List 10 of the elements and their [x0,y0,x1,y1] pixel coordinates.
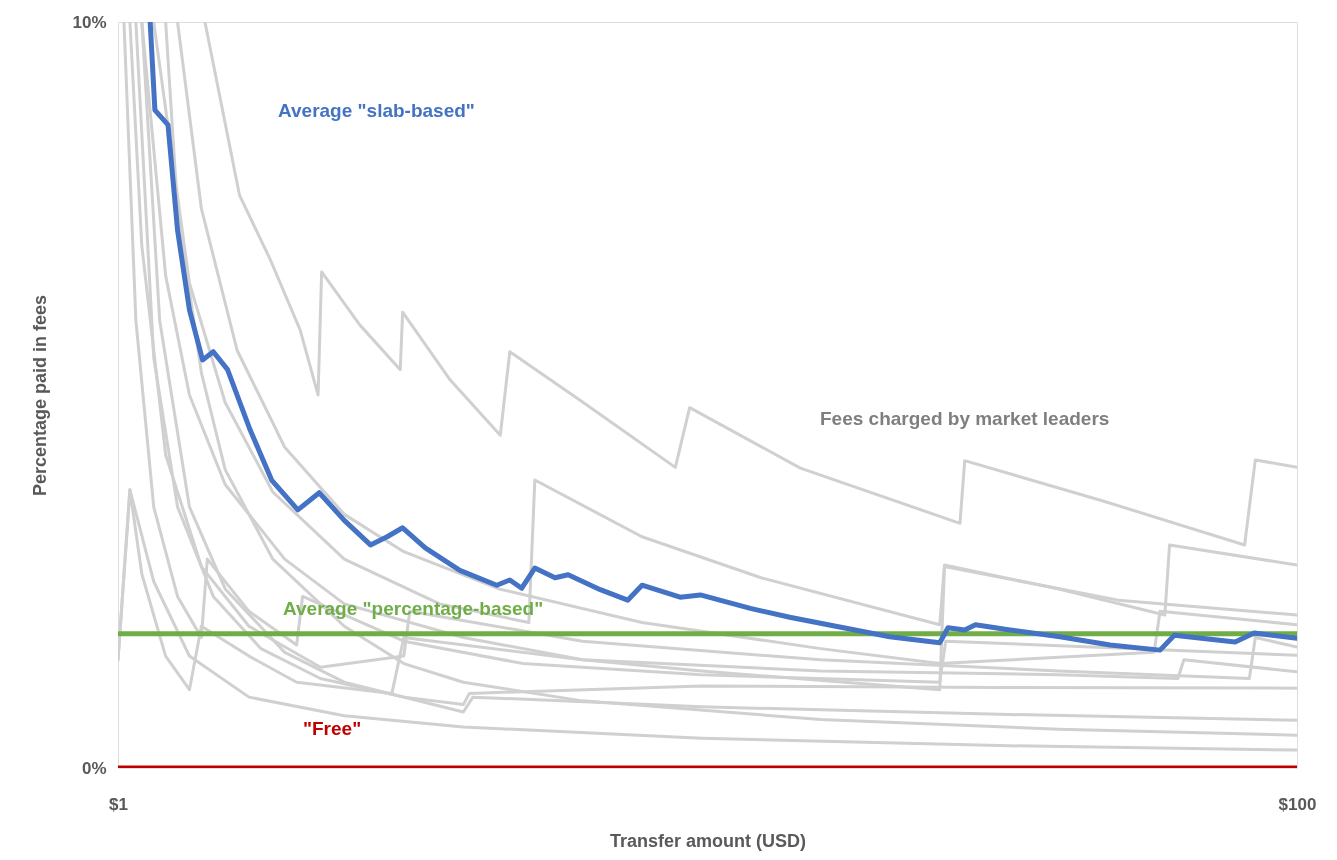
series-label: Average "percentage-based" [283,598,544,619]
x-tick-label: $100 [1278,794,1317,814]
y-tick-label: 0% [81,758,107,778]
text: Average "slab-based" [278,100,475,121]
annotation: Fees charged by market leaders [820,408,1110,429]
x-axis-title: Transfer amount (USD) [609,830,807,851]
x-tick-label: $1 [109,794,128,814]
y-tick-label: 10% [72,12,107,32]
y-axis-title: Percentage paid in fees [30,294,51,497]
series-label: "Free" [303,718,362,739]
